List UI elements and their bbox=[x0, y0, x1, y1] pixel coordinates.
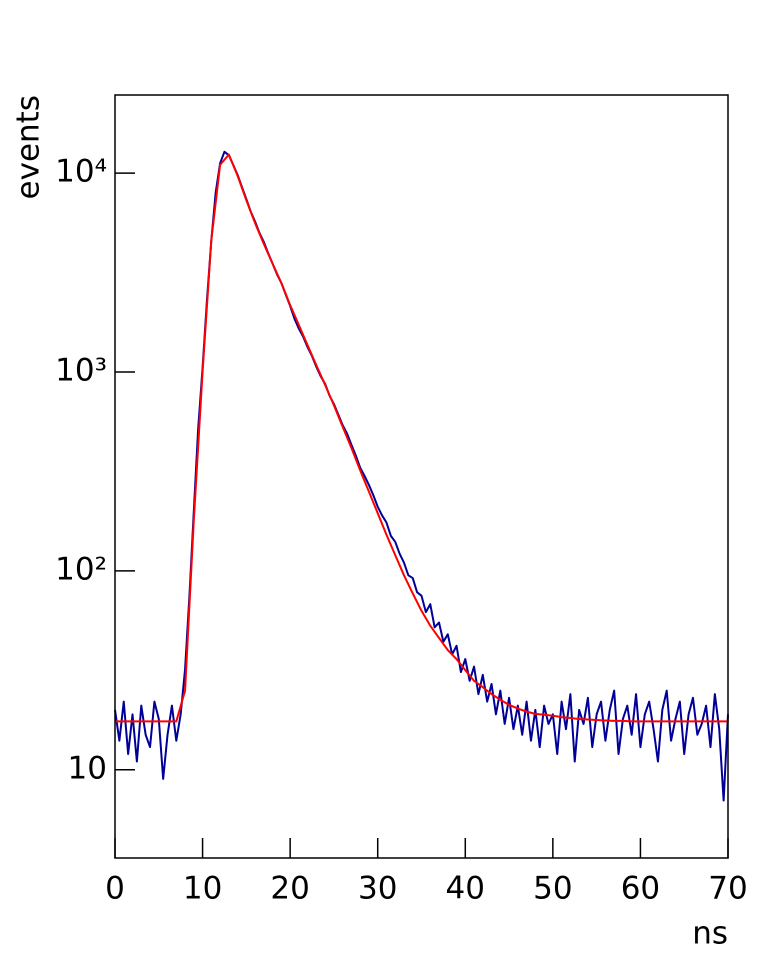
x-tick-label: 50 bbox=[533, 871, 572, 907]
x-axis-label: ns bbox=[692, 916, 728, 952]
y-tick-label: 10² bbox=[55, 551, 107, 587]
plot-frame bbox=[114, 94, 729, 859]
y-tick-label: 10 bbox=[68, 750, 107, 786]
x-tick-label: 60 bbox=[621, 871, 660, 907]
x-tick-label: 0 bbox=[105, 871, 125, 907]
x-tick-label: 70 bbox=[708, 871, 747, 907]
y-tick-label: 10³ bbox=[55, 352, 107, 388]
x-tick-label: 40 bbox=[446, 871, 485, 907]
y-tick-label: 10⁴ bbox=[55, 154, 107, 190]
x-tick-label: 20 bbox=[270, 871, 309, 907]
x-tick-label: 10 bbox=[183, 871, 222, 907]
series-line bbox=[115, 153, 728, 723]
x-tick-label: 30 bbox=[358, 871, 397, 907]
y-axis-label: events bbox=[11, 95, 47, 199]
